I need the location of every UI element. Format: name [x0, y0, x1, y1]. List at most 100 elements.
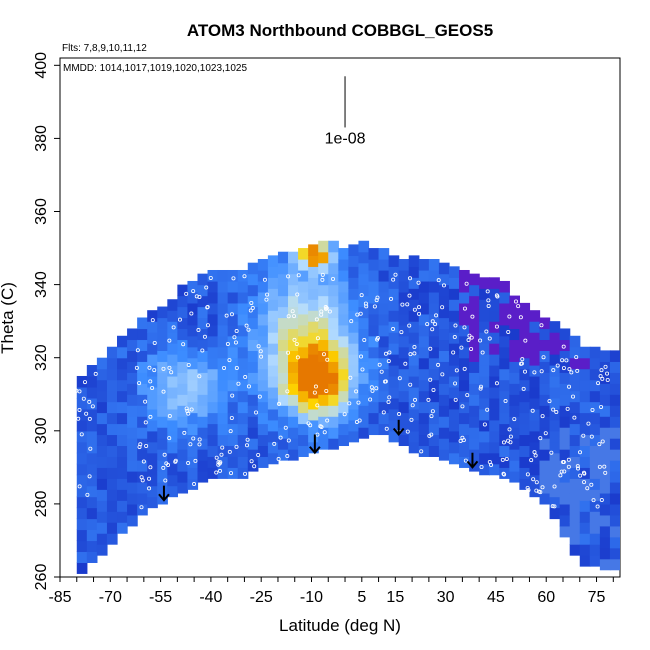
- data-point: [191, 289, 196, 294]
- heatmap-cell: [207, 445, 219, 457]
- data-point: [327, 309, 332, 314]
- heatmap-cell: [207, 313, 219, 326]
- heatmap-cell: [539, 449, 551, 461]
- heatmap-cell: [318, 339, 329, 351]
- data-point: [581, 470, 586, 475]
- data-point: [487, 459, 492, 464]
- data-point: [372, 304, 377, 309]
- heatmap-cell: [217, 280, 229, 293]
- heatmap-cell: [609, 372, 620, 384]
- data-point: [539, 369, 544, 374]
- data-point: [233, 340, 238, 345]
- heatmap-cell: [599, 471, 611, 483]
- data-point: [192, 482, 197, 487]
- heatmap-cell: [579, 478, 591, 490]
- heatmap-cell: [448, 365, 460, 377]
- heatmap-cell: [368, 401, 380, 414]
- heatmap-cell: [127, 492, 138, 505]
- heatmap-cell: [459, 291, 470, 304]
- heatmap-cell: [579, 434, 591, 447]
- heatmap-cell: [217, 357, 229, 370]
- heatmap-cell: [599, 372, 611, 384]
- heatmap-cell: [438, 427, 450, 439]
- heatmap-cell: [197, 317, 209, 330]
- heatmap-cell: [207, 280, 219, 293]
- heatmap-cell: [438, 449, 450, 461]
- heatmap-cell: [308, 441, 319, 454]
- heatmap-cell: [348, 408, 360, 421]
- heatmap-cell: [157, 471, 168, 483]
- heatmap-cell: [559, 438, 571, 450]
- data-point: [482, 422, 487, 427]
- heatmap-cell: [579, 401, 591, 414]
- heatmap-cell: [76, 485, 88, 498]
- heatmap-cell: [609, 547, 620, 560]
- data-point: [234, 444, 239, 449]
- heatmap-cell: [127, 405, 138, 417]
- heatmap-cell: [288, 339, 299, 351]
- heatmap-cell: [247, 383, 259, 395]
- heatmap-cell: [408, 255, 420, 267]
- heatmap-cell: [388, 332, 400, 344]
- heatmap-cell: [408, 365, 420, 377]
- heatmap-cell: [308, 354, 319, 366]
- heatmap-cell: [288, 284, 299, 297]
- data-point: [286, 314, 291, 319]
- heatmap-cell: [579, 467, 591, 479]
- heatmap-cell: [579, 412, 591, 425]
- heatmap-cell: [428, 313, 440, 326]
- heatmap-cell: [247, 328, 259, 341]
- heatmap-cell: [267, 255, 279, 267]
- heatmap-cell: [539, 339, 551, 351]
- heatmap-cell: [398, 390, 410, 403]
- heatmap-cell: [338, 259, 349, 271]
- heatmap-cell: [338, 302, 349, 315]
- heatmap-cell: [137, 503, 148, 516]
- heatmap-cell: [408, 321, 420, 333]
- heatmap-cell: [489, 441, 500, 454]
- data-point: [205, 323, 210, 328]
- heatmap-cell: [599, 449, 611, 461]
- heatmap-cell: [418, 269, 430, 282]
- heatmap-cell: [257, 324, 269, 337]
- heatmap-cell: [489, 430, 500, 443]
- data-point: [150, 386, 155, 391]
- heatmap-cell: [358, 262, 370, 275]
- data-point: [501, 471, 506, 476]
- heatmap-cell: [509, 471, 520, 483]
- heatmap-cell: [96, 478, 108, 490]
- heatmap-cell: [288, 427, 299, 439]
- heatmap-cell: [388, 408, 400, 421]
- heatmap-cell: [177, 471, 189, 483]
- heatmap-cell: [197, 361, 209, 373]
- heatmap-cell: [86, 518, 98, 531]
- data-point: [77, 389, 82, 394]
- heatmap-cell: [589, 500, 601, 512]
- heatmap-cell: [157, 449, 168, 461]
- heatmap-cell: [448, 397, 460, 410]
- heatmap-cell: [298, 248, 309, 260]
- heatmap-cell: [308, 288, 319, 300]
- data-point: [428, 346, 433, 351]
- data-point: [137, 381, 142, 386]
- heatmap-cell: [469, 372, 480, 384]
- heatmap-cell: [459, 379, 470, 392]
- heatmap-cell: [298, 445, 309, 457]
- heatmap-cell: [318, 372, 329, 384]
- data-point: [364, 304, 369, 309]
- heatmap-cell: [277, 449, 289, 461]
- data-point: [220, 445, 225, 450]
- heatmap-cell: [298, 335, 309, 348]
- heatmap-cell: [549, 430, 561, 443]
- data-point: [507, 314, 512, 319]
- heatmap-cell: [368, 423, 380, 436]
- heatmap-cell: [348, 244, 360, 256]
- heatmap-cell: [257, 390, 269, 403]
- heatmap-cell: [298, 302, 309, 315]
- heatmap-cell: [448, 332, 460, 344]
- heatmap-cell: [398, 313, 410, 326]
- data-point: [485, 289, 490, 294]
- heatmap-cell: [599, 350, 611, 362]
- heatmap-cell: [398, 368, 410, 381]
- heatmap-cell: [448, 266, 460, 278]
